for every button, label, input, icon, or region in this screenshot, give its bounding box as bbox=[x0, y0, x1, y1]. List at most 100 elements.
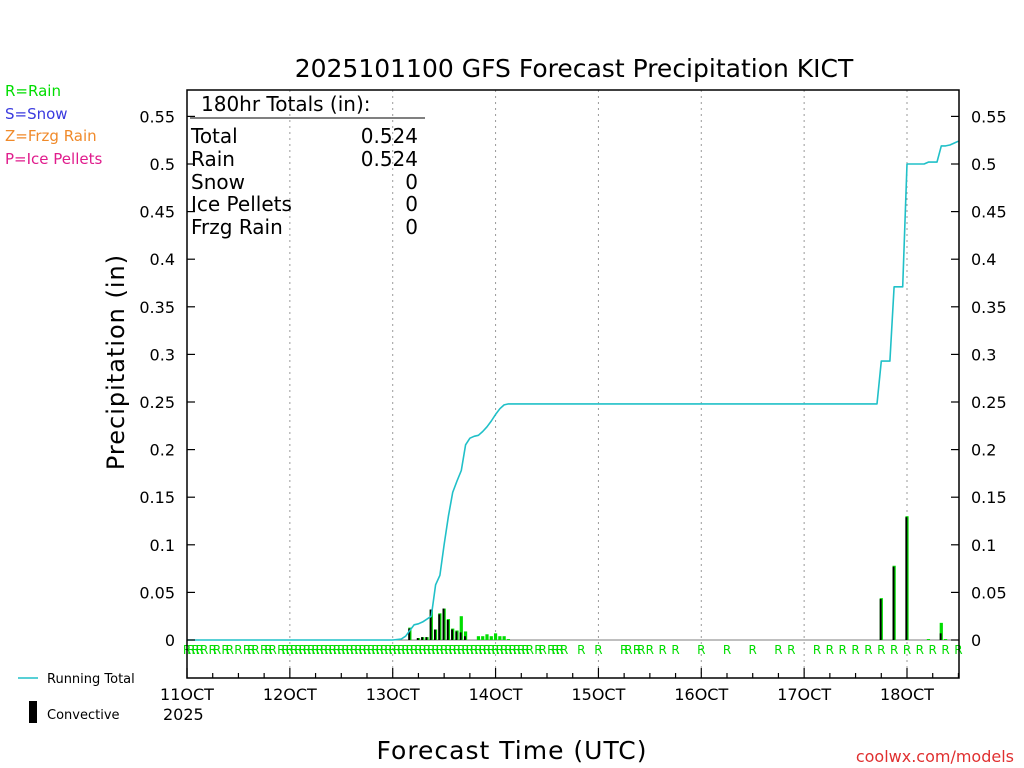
ptype-marker-5: R bbox=[209, 643, 217, 657]
convective-bar-25 bbox=[939, 633, 942, 640]
ptype-marker-1: R bbox=[187, 643, 195, 657]
ptype-marker-68: R bbox=[500, 643, 508, 657]
ptype-marker-2: R bbox=[191, 643, 199, 657]
ptype-marker-34: R bbox=[354, 643, 362, 657]
ptype-marker-7: R bbox=[221, 643, 229, 657]
convective-bar-23 bbox=[905, 517, 908, 640]
totals-label-rain: Rain bbox=[191, 147, 235, 171]
totals-value-rain: 0.524 bbox=[361, 147, 418, 171]
rain-bar-25 bbox=[939, 622, 943, 640]
ptype-marker-102: R bbox=[903, 643, 911, 657]
ptype-marker-26: R bbox=[320, 643, 328, 657]
ptype-marker-32: R bbox=[346, 643, 354, 657]
ptype-marker-94: R bbox=[787, 643, 795, 657]
convective-bar-0 bbox=[408, 628, 411, 640]
ptype-marker-80: R bbox=[560, 643, 568, 657]
totals-label-snow: Snow bbox=[191, 170, 245, 194]
ptype-marker-39: R bbox=[376, 643, 384, 657]
x-tick-label-1: 12OCT bbox=[263, 685, 317, 704]
ptype-marker-86: R bbox=[637, 643, 645, 657]
legend-snow: S=Snow bbox=[5, 105, 68, 123]
ptype-marker-31: R bbox=[341, 643, 349, 657]
totals-label-total: Total bbox=[190, 124, 238, 148]
ptype-marker-92: R bbox=[749, 643, 757, 657]
totals-value-frzg-rain: 0 bbox=[405, 215, 418, 239]
ptype-marker-11: R bbox=[247, 643, 255, 657]
ptype-marker-14: R bbox=[264, 643, 272, 657]
y-tick-label-left-11: 0.55 bbox=[139, 107, 175, 126]
y-tick-label-left-4: 0.2 bbox=[150, 441, 175, 460]
ptype-marker-19: R bbox=[290, 643, 298, 657]
ptype-marker-54: R bbox=[440, 643, 448, 657]
precip-bars bbox=[408, 516, 948, 640]
x-tick-label-3: 14OCT bbox=[469, 685, 523, 704]
legend-freezing-rain: Z=Frzg Rain bbox=[5, 127, 97, 145]
x-tick-label-6: 17OCT bbox=[777, 685, 831, 704]
ptype-marker-6: R bbox=[213, 643, 221, 657]
y-tick-label-right-2: 0.1 bbox=[971, 536, 996, 555]
ptype-marker-60: R bbox=[466, 643, 474, 657]
ptype-marker-57: R bbox=[453, 643, 461, 657]
rain-bar-16 bbox=[489, 636, 493, 640]
ptype-marker-75: R bbox=[534, 643, 542, 657]
convective-bar-11 bbox=[459, 632, 462, 640]
ptype-marker-36: R bbox=[363, 643, 371, 657]
ptype-marker-103: R bbox=[916, 643, 924, 657]
ptype-marker-47: R bbox=[410, 643, 418, 657]
x-tick-label-5: 16OCT bbox=[674, 685, 728, 704]
ptype-marker-71: R bbox=[513, 643, 521, 657]
y-tick-label-left-6: 0.3 bbox=[150, 345, 175, 364]
convective-bar-9 bbox=[451, 629, 454, 640]
y-tick-label-right-11: 0.55 bbox=[971, 107, 1007, 126]
ptype-marker-82: R bbox=[594, 643, 602, 657]
ptype-marker-42: R bbox=[389, 643, 397, 657]
x-tick-label-2: 13OCT bbox=[366, 685, 420, 704]
ptype-marker-78: R bbox=[551, 643, 559, 657]
y-tick-label-left-0: 0 bbox=[165, 631, 175, 650]
ptype-marker-89: R bbox=[671, 643, 679, 657]
totals-header: 180hr Totals (in): bbox=[201, 92, 371, 116]
convective-bar-1 bbox=[416, 638, 419, 640]
ptype-marker-15: R bbox=[269, 643, 277, 657]
ptype-marker-10: R bbox=[243, 643, 251, 657]
ptype-marker-45: R bbox=[401, 643, 409, 657]
convective-bar-7 bbox=[442, 608, 445, 640]
ptype-marker-83: R bbox=[620, 643, 628, 657]
ptype-marker-41: R bbox=[384, 643, 392, 657]
rain-bar-14 bbox=[481, 636, 485, 640]
y-axis-ticks: 0 00.05 0.050.1 0.10.15 0.150.2 0.20.25 0.250.… bbox=[139, 107, 1006, 650]
ptype-marker-77: R bbox=[547, 643, 555, 657]
rain-bar-24 bbox=[926, 639, 931, 640]
ptype-marker-105: R bbox=[941, 643, 949, 657]
convective-bar-12 bbox=[463, 636, 466, 640]
x-axis-ticks: 11OCT 12OCT 13OCT 14OCT 15OCT 16OCT 17OCT 18OCT bbox=[160, 668, 960, 704]
ptype-marker-8: R bbox=[226, 643, 234, 657]
ptype-marker-81: R bbox=[577, 643, 585, 657]
ptype-marker-62: R bbox=[474, 643, 482, 657]
ptype-marker-79: R bbox=[556, 643, 564, 657]
running-total-legend-label: Running Total bbox=[47, 672, 135, 687]
ptype-marker-28: R bbox=[329, 643, 337, 657]
year-label: 2025 bbox=[163, 705, 204, 724]
x-tick-label-4: 15OCT bbox=[571, 685, 625, 704]
ptype-marker-16: R bbox=[277, 643, 285, 657]
y-tick-label-right-6: 0.3 bbox=[971, 345, 996, 364]
convective-bar-6 bbox=[438, 614, 441, 640]
ptype-legend: R=Rain S=Snow Z=Frzg Rain P=Ice Pellets bbox=[5, 82, 102, 168]
rain-bar-20 bbox=[506, 639, 511, 640]
x-axis-label: Forecast Time (UTC) bbox=[377, 736, 648, 765]
ptype-marker-96: R bbox=[826, 643, 834, 657]
totals-label-frzg-rain: Frzg Rain bbox=[191, 215, 283, 239]
ptype-marker-23: R bbox=[307, 643, 315, 657]
totals-value-total: 0.524 bbox=[361, 124, 418, 148]
ptype-marker-104: R bbox=[929, 643, 937, 657]
ptype-marker-29: R bbox=[333, 643, 341, 657]
y-tick-label-right-5: 0.25 bbox=[971, 393, 1007, 412]
ptype-marker-37: R bbox=[367, 643, 375, 657]
ptype-marker-87: R bbox=[646, 643, 654, 657]
ptype-marker-20: R bbox=[294, 643, 302, 657]
y-tick-label-left-5: 0.25 bbox=[139, 393, 175, 412]
ptype-marker-95: R bbox=[813, 643, 821, 657]
